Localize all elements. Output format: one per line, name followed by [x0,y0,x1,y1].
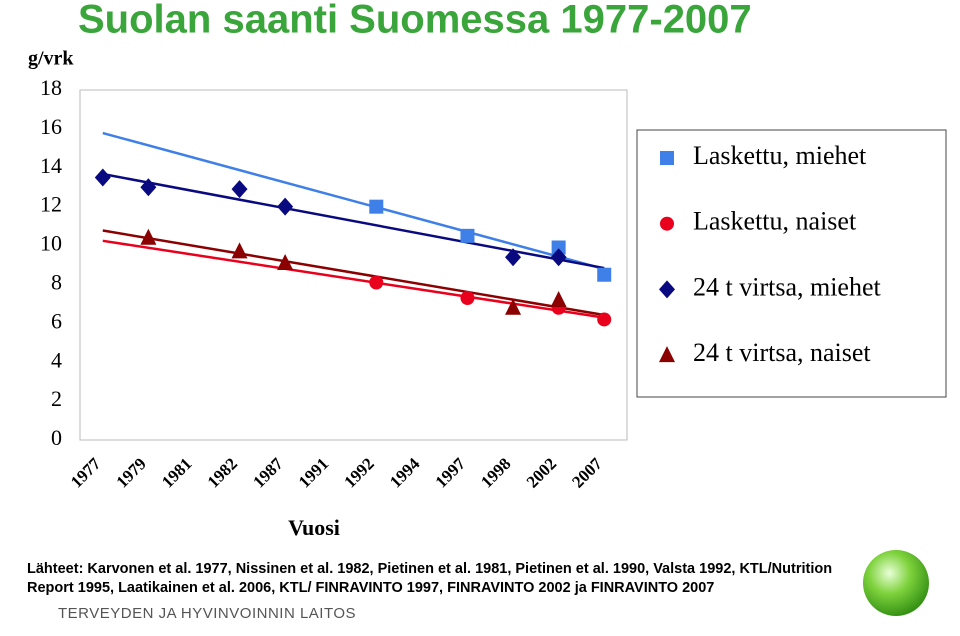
x-tick-label: 1982 [204,454,241,491]
marker-diamond [550,248,567,267]
x-tick-label: 1977 [67,454,105,492]
x-tick-label: 1994 [386,454,424,492]
x-tick-label: 1998 [477,454,514,491]
marker-diamond [505,248,522,267]
legend-label: 24 t virtsa, naiset [693,338,871,367]
legend-marker [660,151,674,165]
trendline [102,239,605,319]
x-tick-label: 2007 [568,454,606,492]
y-axis-label: g/vrk [28,48,74,70]
marker-diamond [231,180,248,199]
marker-triangle [550,291,567,307]
y-tick-label: 2 [51,386,62,411]
legend-label: 24 t virtsa, miehet [693,272,882,301]
y-tick-label: 0 [51,425,62,450]
y-tick-label: 14 [40,153,62,178]
legend-marker [660,216,674,231]
marker-triangle [231,242,248,259]
legend-marker [659,346,675,363]
x-tick-label: 1979 [112,454,149,491]
x-tick-label: 1991 [295,454,332,491]
legend-label: Laskettu, naiset [693,207,857,236]
trendline [102,229,605,317]
x-tick-label: 1992 [340,454,377,491]
marker-circle [597,312,612,327]
marker-square [551,240,566,255]
marker-circle [369,275,384,290]
legend-label: Laskettu, miehet [693,141,867,170]
y-tick-label: 18 [40,75,62,100]
trendline [102,131,605,271]
y-tick-label: 8 [51,269,62,294]
x-tick-label: 1987 [249,454,287,492]
marker-square [460,228,475,243]
trendline [102,172,605,270]
logo-orb [863,550,929,616]
chart-title: Suolan saanti Suomessa 1977-2007 [78,0,752,42]
y-tick-label: 4 [51,347,62,372]
marker-diamond [94,168,111,187]
legend-box [636,129,947,398]
source-line: Lähteet: Karvonen et al. 1977, Nissinen … [27,561,832,577]
y-tick-label: 6 [51,308,62,333]
marker-diamond [140,178,157,197]
plot-frame [79,89,628,441]
marker-circle [460,291,475,306]
marker-diamond [277,197,294,216]
footer: TERVEYDEN JA HYVINVOINNIN LAITOS [58,605,356,622]
x-tick-label: 1981 [158,454,195,491]
marker-triangle [140,228,157,245]
y-tick-label: 12 [40,192,62,217]
y-tick-label: 10 [40,231,62,256]
source-line: Report 1995, Laatikainen et al. 2006, KT… [27,580,714,596]
marker-square [597,267,612,282]
marker-triangle [505,298,522,315]
x-tick-label: 2002 [523,454,560,491]
y-tick-label: 16 [40,114,62,139]
x-axis-label: Vuosi [288,515,340,540]
marker-triangle [277,254,294,271]
x-tick-label: 1997 [432,454,470,492]
legend-marker [659,280,675,299]
marker-square [369,199,384,214]
